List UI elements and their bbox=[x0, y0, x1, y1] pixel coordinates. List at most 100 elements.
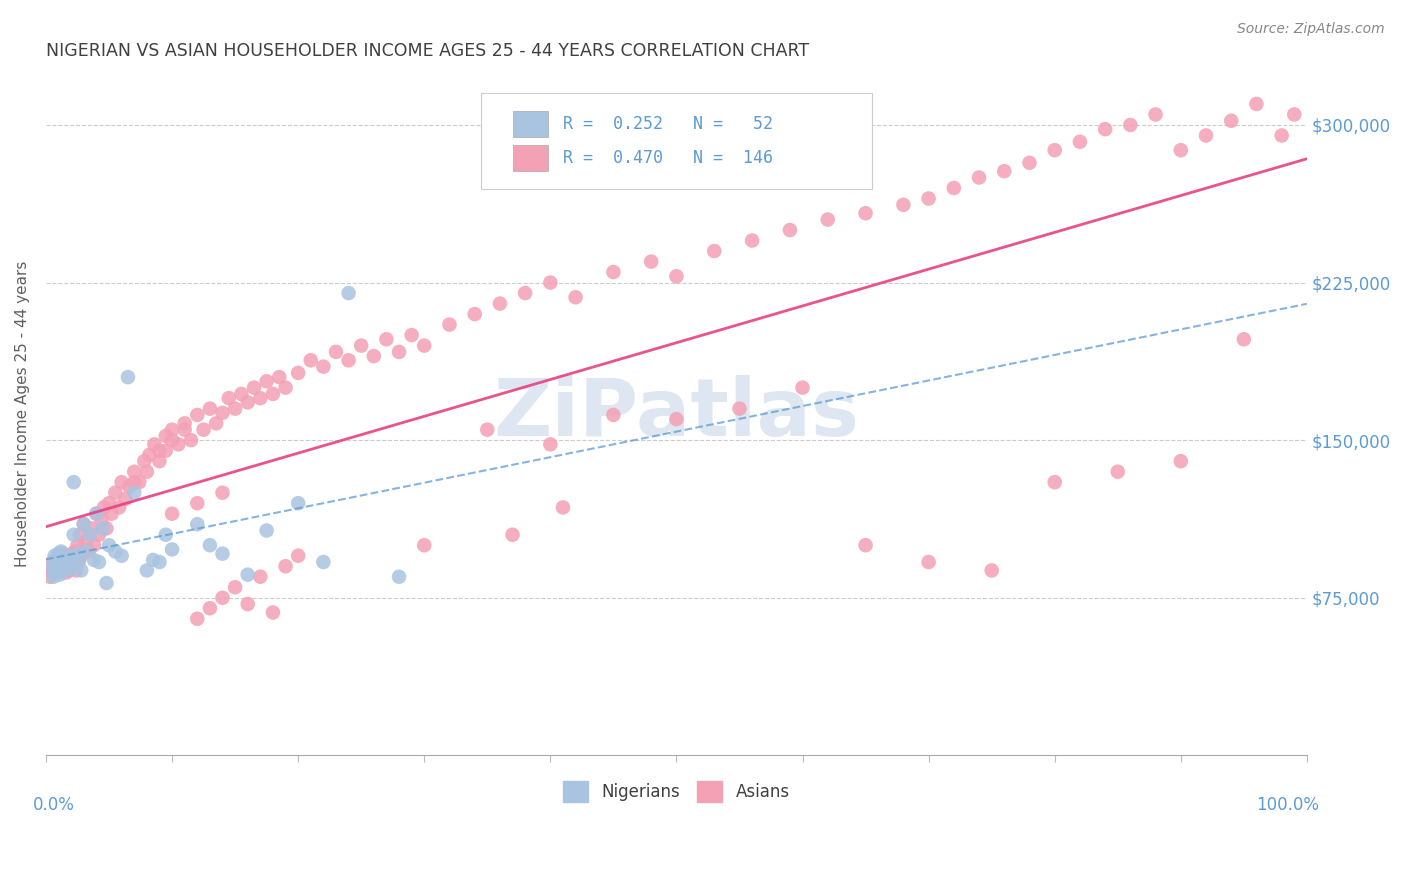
Point bbox=[87, 555, 110, 569]
Point bbox=[75, 544, 97, 558]
Text: R =  0.252   N =   52: R = 0.252 N = 52 bbox=[562, 115, 773, 133]
Point bbox=[1220, 113, 1243, 128]
Point bbox=[122, 485, 145, 500]
Point bbox=[75, 534, 97, 549]
Point bbox=[114, 491, 136, 506]
Point bbox=[193, 423, 215, 437]
Point bbox=[46, 557, 69, 571]
Point bbox=[513, 286, 536, 301]
Point bbox=[211, 406, 233, 420]
Point bbox=[274, 559, 297, 574]
Point bbox=[59, 549, 82, 563]
Point bbox=[46, 557, 69, 571]
Point bbox=[198, 538, 221, 552]
Point bbox=[39, 564, 62, 578]
Point bbox=[42, 566, 65, 580]
Point bbox=[55, 566, 77, 580]
Point bbox=[464, 307, 486, 321]
Point bbox=[1119, 118, 1142, 132]
Point bbox=[186, 612, 208, 626]
Point bbox=[62, 555, 84, 569]
Point bbox=[186, 517, 208, 532]
Point bbox=[98, 538, 121, 552]
Point bbox=[91, 521, 114, 535]
Point bbox=[111, 549, 134, 563]
Point bbox=[211, 547, 233, 561]
Point bbox=[173, 423, 195, 437]
Point bbox=[1144, 107, 1167, 121]
Point bbox=[52, 557, 75, 571]
Point bbox=[138, 448, 160, 462]
Point bbox=[1233, 332, 1256, 346]
Point bbox=[93, 500, 115, 515]
FancyBboxPatch shape bbox=[513, 112, 548, 137]
Point bbox=[224, 580, 246, 594]
Point bbox=[79, 527, 101, 541]
Text: R =  0.470   N =  146: R = 0.470 N = 146 bbox=[562, 149, 773, 167]
Point bbox=[155, 443, 177, 458]
Point bbox=[350, 338, 373, 352]
Point bbox=[104, 544, 127, 558]
Y-axis label: Householder Income Ages 25 - 44 years: Householder Income Ages 25 - 44 years bbox=[15, 260, 30, 567]
Point bbox=[142, 553, 165, 567]
Point bbox=[160, 542, 183, 557]
Point bbox=[96, 521, 118, 535]
Point bbox=[602, 265, 624, 279]
Point bbox=[66, 547, 89, 561]
Point bbox=[143, 437, 166, 451]
Point bbox=[51, 547, 73, 561]
Point bbox=[893, 198, 915, 212]
Point bbox=[1094, 122, 1116, 136]
Point bbox=[58, 553, 80, 567]
Point bbox=[160, 433, 183, 447]
Point bbox=[274, 381, 297, 395]
Point bbox=[73, 517, 96, 532]
Point bbox=[703, 244, 725, 258]
Point bbox=[53, 564, 76, 578]
Point bbox=[502, 527, 524, 541]
Point bbox=[269, 370, 291, 384]
Point bbox=[87, 527, 110, 541]
Point bbox=[52, 555, 75, 569]
Point bbox=[65, 564, 87, 578]
Point bbox=[80, 521, 103, 535]
Point bbox=[211, 591, 233, 605]
Point bbox=[46, 553, 69, 567]
Point bbox=[1170, 143, 1192, 157]
Point bbox=[855, 206, 877, 220]
Point bbox=[135, 465, 157, 479]
Text: NIGERIAN VS ASIAN HOUSEHOLDER INCOME AGES 25 - 44 YEARS CORRELATION CHART: NIGERIAN VS ASIAN HOUSEHOLDER INCOME AGE… bbox=[46, 42, 808, 60]
Point bbox=[48, 561, 70, 575]
Point bbox=[117, 370, 139, 384]
Point bbox=[148, 443, 170, 458]
Point bbox=[69, 527, 91, 541]
Point bbox=[489, 296, 512, 310]
Point bbox=[155, 527, 177, 541]
Point bbox=[56, 549, 79, 563]
Point bbox=[70, 564, 93, 578]
Point bbox=[665, 269, 688, 284]
Point bbox=[45, 566, 67, 580]
Point bbox=[173, 417, 195, 431]
Point bbox=[942, 181, 965, 195]
Point bbox=[337, 286, 360, 301]
Point bbox=[337, 353, 360, 368]
Point bbox=[249, 570, 271, 584]
Point bbox=[231, 387, 253, 401]
Point bbox=[38, 570, 60, 584]
Point bbox=[917, 555, 939, 569]
Point bbox=[49, 561, 72, 575]
Point bbox=[401, 328, 423, 343]
Point bbox=[148, 555, 170, 569]
Point bbox=[287, 496, 309, 510]
Point bbox=[1107, 465, 1129, 479]
Point bbox=[262, 387, 284, 401]
Point bbox=[55, 557, 77, 571]
Point bbox=[180, 433, 202, 447]
Point bbox=[49, 550, 72, 565]
Point bbox=[640, 254, 662, 268]
Point bbox=[312, 359, 335, 374]
Point bbox=[160, 423, 183, 437]
Point bbox=[135, 564, 157, 578]
Point bbox=[262, 606, 284, 620]
